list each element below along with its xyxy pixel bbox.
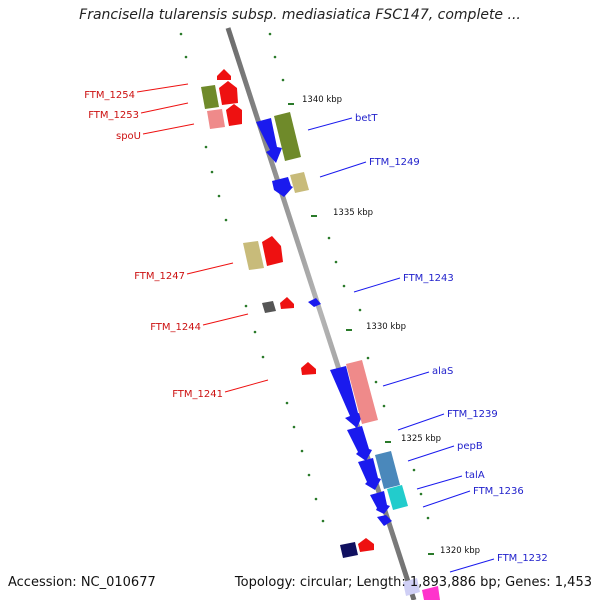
gene-arrow[interactable]	[330, 366, 363, 428]
gene-arrow[interactable]	[217, 69, 231, 80]
gene-box[interactable]	[403, 578, 420, 596]
reverse-genes	[201, 69, 374, 558]
gene-arrow[interactable]	[301, 362, 316, 375]
gene-arrow[interactable]	[256, 118, 282, 163]
gene-label[interactable]: FTM_1243	[403, 273, 454, 284]
gene-label[interactable]: betT	[355, 113, 378, 124]
accession-text: Accession: NC_010677	[8, 575, 156, 590]
gene-arrow[interactable]	[226, 104, 242, 126]
gene-arrow[interactable]	[358, 538, 374, 552]
scale-tick-label: 1330 kbp	[366, 322, 406, 332]
guide-dots	[179, 32, 430, 523]
gene-label[interactable]: FTM_1254	[84, 90, 135, 101]
gene-arrow[interactable]	[377, 515, 392, 526]
genome-stats: Topology: circular; Length: 1,893,886 bp…	[234, 575, 592, 590]
gene-arrow[interactable]	[272, 177, 293, 197]
gene-label[interactable]: FTM_1239	[447, 409, 498, 420]
gene-box[interactable]	[274, 112, 301, 161]
gene-box[interactable]	[422, 586, 440, 600]
gene-label[interactable]: FTM_1236	[473, 486, 524, 497]
gene-box[interactable]	[243, 241, 264, 270]
gene-arrow[interactable]	[262, 236, 283, 266]
scale-tick-label: 1340 kbp	[302, 95, 342, 105]
gene-arrow[interactable]	[347, 426, 372, 461]
gene-label[interactable]: FTM_1241	[172, 389, 223, 400]
forward-leaders	[307, 117, 495, 573]
scale	[288, 103, 434, 555]
scale-tick-label: 1335 kbp	[333, 208, 373, 218]
gene-box[interactable]	[387, 485, 408, 510]
map-title: Francisella tularensis subsp. mediasiati…	[79, 7, 521, 23]
gene-box[interactable]	[346, 360, 378, 424]
gene-label[interactable]: alaS	[432, 366, 453, 377]
gene-label[interactable]: pepB	[457, 441, 483, 452]
gene-label[interactable]: FTM_1244	[150, 322, 201, 333]
gene-box[interactable]	[340, 542, 358, 558]
gene-box[interactable]	[375, 451, 400, 489]
gene-arrow[interactable]	[358, 458, 381, 490]
forward-genes	[256, 112, 440, 600]
reverse-leaders	[136, 83, 269, 393]
gene-arrow[interactable]	[308, 298, 321, 307]
gene-box[interactable]	[262, 301, 276, 313]
gene-label[interactable]: spoU	[116, 131, 141, 142]
gene-box[interactable]	[201, 85, 219, 109]
gene-arrow[interactable]	[219, 81, 238, 105]
gene-label[interactable]: FTM_1247	[134, 271, 185, 282]
gene-label[interactable]: FTM_1249	[369, 157, 420, 168]
gene-arrow[interactable]	[280, 297, 294, 309]
gene-box[interactable]	[290, 172, 309, 193]
gene-label[interactable]: talA	[465, 470, 485, 481]
gene-label[interactable]: FTM_1253	[88, 110, 139, 121]
gene-label[interactable]: FTM_1232	[497, 553, 548, 564]
scale-tick-label: 1320 kbp	[440, 546, 480, 556]
gene-arrow[interactable]	[370, 491, 390, 514]
gene-box[interactable]	[207, 109, 225, 129]
scale-tick-label: 1325 kbp	[401, 434, 441, 444]
genome-backbone	[225, 27, 417, 600]
